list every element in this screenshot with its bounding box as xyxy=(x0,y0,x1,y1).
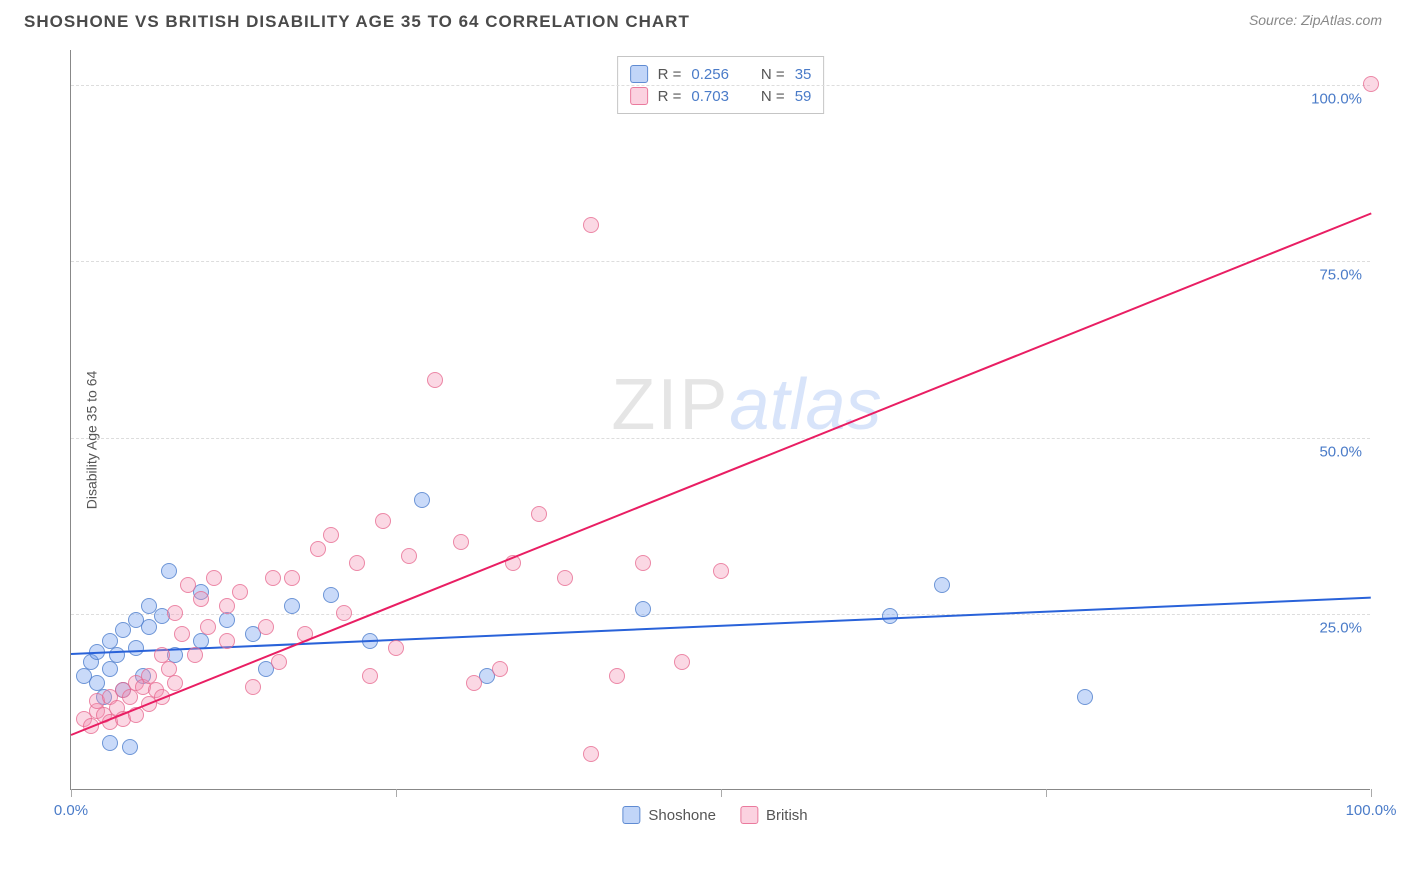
y-tick-label: 100.0% xyxy=(1311,91,1362,108)
grid-line xyxy=(71,438,1370,439)
data-point xyxy=(583,217,599,233)
data-point xyxy=(200,619,216,635)
data-point xyxy=(934,577,950,593)
n-label: N = xyxy=(761,88,785,105)
data-point xyxy=(187,647,203,663)
data-point xyxy=(492,661,508,677)
grid-line xyxy=(71,614,1370,615)
data-point xyxy=(1077,689,1093,705)
swatch-pink-icon xyxy=(630,87,648,105)
data-point xyxy=(323,587,339,603)
data-point xyxy=(128,640,144,656)
data-point xyxy=(219,612,235,628)
data-point xyxy=(414,492,430,508)
data-point xyxy=(427,372,443,388)
y-tick-label: 25.0% xyxy=(1319,619,1362,636)
data-point xyxy=(141,619,157,635)
x-tick xyxy=(396,789,397,797)
data-point xyxy=(336,605,352,621)
data-point xyxy=(609,668,625,684)
data-point xyxy=(713,563,729,579)
n-label: N = xyxy=(761,66,785,83)
x-tick-label: 0.0% xyxy=(54,802,88,819)
data-point xyxy=(674,654,690,670)
data-point xyxy=(284,570,300,586)
chart-container: Disability Age 35 to 64 ZIPatlas R = 0.2… xyxy=(50,50,1380,830)
watermark: ZIPatlas xyxy=(611,364,881,446)
regression-line xyxy=(71,212,1372,735)
r-value-british: 0.703 xyxy=(691,88,729,105)
x-tick xyxy=(1371,789,1372,797)
data-point xyxy=(206,570,222,586)
data-point xyxy=(102,661,118,677)
data-point xyxy=(219,598,235,614)
data-point xyxy=(362,668,378,684)
data-point xyxy=(310,541,326,557)
data-point xyxy=(323,527,339,543)
swatch-blue-icon xyxy=(622,806,640,824)
data-point xyxy=(453,534,469,550)
watermark-atlas: atlas xyxy=(729,365,881,445)
data-point xyxy=(265,570,281,586)
y-tick-label: 75.0% xyxy=(1319,267,1362,284)
data-point xyxy=(349,555,365,571)
legend-item-british: British xyxy=(740,806,808,824)
r-label: R = xyxy=(658,66,682,83)
data-point xyxy=(122,689,138,705)
data-point xyxy=(122,739,138,755)
data-point xyxy=(388,640,404,656)
n-value-shoshone: 35 xyxy=(795,66,812,83)
data-point xyxy=(284,598,300,614)
r-label: R = xyxy=(658,88,682,105)
x-tick xyxy=(71,789,72,797)
grid-line xyxy=(71,261,1370,262)
data-point xyxy=(557,570,573,586)
plot-area: ZIPatlas R = 0.256 N = 35 R = 0.703 N = … xyxy=(70,50,1370,790)
data-point xyxy=(375,513,391,529)
data-point xyxy=(271,654,287,670)
r-value-shoshone: 0.256 xyxy=(691,66,729,83)
data-point xyxy=(174,626,190,642)
data-point xyxy=(193,591,209,607)
x-tick xyxy=(721,789,722,797)
legend-label-shoshone: Shoshone xyxy=(648,807,716,824)
data-point xyxy=(635,555,651,571)
x-tick-label: 100.0% xyxy=(1346,802,1397,819)
source-attribution: Source: ZipAtlas.com xyxy=(1249,12,1382,28)
data-point xyxy=(161,563,177,579)
data-point xyxy=(109,647,125,663)
data-point xyxy=(245,679,261,695)
legend-item-shoshone: Shoshone xyxy=(622,806,716,824)
data-point xyxy=(167,605,183,621)
watermark-zip: ZIP xyxy=(611,365,729,445)
swatch-blue-icon xyxy=(630,65,648,83)
n-value-british: 59 xyxy=(795,88,812,105)
data-point xyxy=(219,633,235,649)
grid-line xyxy=(71,85,1370,86)
data-point xyxy=(115,622,131,638)
data-point xyxy=(401,548,417,564)
data-point xyxy=(531,506,547,522)
legend-stats-row-shoshone: R = 0.256 N = 35 xyxy=(630,63,812,85)
data-point xyxy=(466,675,482,691)
y-tick-label: 50.0% xyxy=(1319,443,1362,460)
chart-title: SHOSHONE VS BRITISH DISABILITY AGE 35 TO… xyxy=(24,12,690,32)
data-point xyxy=(180,577,196,593)
data-point xyxy=(635,601,651,617)
data-point xyxy=(583,746,599,762)
legend-label-british: British xyxy=(766,807,808,824)
x-tick xyxy=(1046,789,1047,797)
legend-stats-row-british: R = 0.703 N = 59 xyxy=(630,85,812,107)
data-point xyxy=(102,735,118,751)
data-point xyxy=(1363,76,1379,92)
data-point xyxy=(232,584,248,600)
bottom-legend: Shoshone British xyxy=(622,806,807,824)
data-point xyxy=(258,619,274,635)
swatch-pink-icon xyxy=(740,806,758,824)
